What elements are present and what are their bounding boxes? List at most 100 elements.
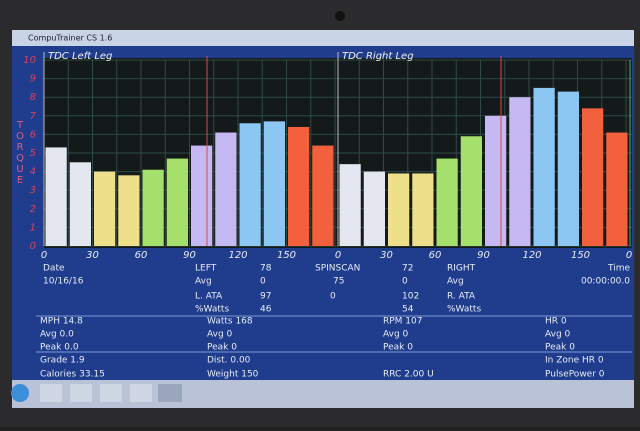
panel-title: TDC Right Leg xyxy=(342,51,414,62)
stat-text: R. ATA xyxy=(447,292,476,302)
y-tick-label: 2 xyxy=(30,204,36,215)
stat-text: %Watts xyxy=(447,305,481,315)
y-axis-letter: T xyxy=(16,120,24,131)
camera xyxy=(335,11,345,21)
stat-text: Watts 168 xyxy=(207,317,253,327)
bar xyxy=(69,162,91,246)
stat-text: 46 xyxy=(260,305,272,315)
y-tick-label: 7 xyxy=(30,111,37,122)
y-tick-label: 10 xyxy=(23,55,36,66)
stat-text: Avg 0 xyxy=(207,330,233,340)
stat-text: 72 xyxy=(402,264,413,274)
taskbar-app[interactable] xyxy=(40,384,62,402)
bar xyxy=(436,158,458,246)
bar xyxy=(45,147,67,246)
x-tick-label: 90 xyxy=(477,250,490,261)
x-tick-label: 0 xyxy=(335,250,341,261)
y-axis-letter: Q xyxy=(16,153,24,164)
title-bar xyxy=(12,30,634,46)
bar xyxy=(412,173,434,246)
bar xyxy=(388,173,410,246)
bar xyxy=(606,132,628,246)
stat-text: 97 xyxy=(260,292,271,302)
taskbar-app[interactable] xyxy=(100,384,122,402)
panel-title: TDC Left Leg xyxy=(48,51,112,62)
bar xyxy=(288,126,310,246)
y-tick-label: 9 xyxy=(30,74,36,85)
bar xyxy=(582,108,604,246)
stat-text: LEFT xyxy=(195,264,217,274)
bar xyxy=(509,97,531,246)
y-axis-letter: E xyxy=(17,175,23,186)
y-tick-label: 8 xyxy=(30,92,36,103)
bar xyxy=(312,145,334,246)
x-tick-label: 120 xyxy=(228,250,247,261)
stat-text: Avg 0 xyxy=(545,330,571,340)
stat-text: L. ATA xyxy=(195,292,223,302)
x-tick-label: 0 xyxy=(41,250,47,261)
y-axis-letter: R xyxy=(17,142,24,153)
stat-text: Avg xyxy=(447,277,464,287)
y-tick-label: 5 xyxy=(30,148,36,159)
x-tick-label: 60 xyxy=(135,250,148,261)
y-tick-label: 4 xyxy=(30,167,36,178)
bar xyxy=(215,132,237,246)
bar xyxy=(460,136,482,246)
bar xyxy=(166,158,188,246)
bar xyxy=(339,164,361,246)
y-tick-label: 6 xyxy=(30,129,36,140)
stat-text: Time xyxy=(607,264,630,274)
bar xyxy=(363,171,385,246)
bar xyxy=(263,121,285,246)
taskbar-app[interactable] xyxy=(158,384,182,402)
stat-text: Date xyxy=(43,264,65,274)
stat-text: Avg 0 xyxy=(383,330,409,340)
stat-text: Weight 150 xyxy=(207,370,259,380)
x-tick-label: 30 xyxy=(380,250,393,261)
window-title: CompuTrainer CS 1.6 xyxy=(28,34,112,43)
start-button[interactable] xyxy=(11,384,29,402)
stat-text: RPM 107 xyxy=(383,317,423,327)
stat-text: RIGHT xyxy=(447,264,476,274)
stat-text: Peak 0 xyxy=(545,343,575,353)
stat-text: 10/16/16 xyxy=(43,277,84,287)
stat-text: SPINSCAN xyxy=(315,264,360,274)
bar xyxy=(118,175,140,246)
x-tick-label: 150 xyxy=(277,250,296,261)
x-tick-label: 0 xyxy=(626,250,632,261)
stat-text: 54 xyxy=(402,305,414,315)
taskbar-app[interactable] xyxy=(130,384,152,402)
stat-text: Dist. 0.00 xyxy=(207,356,251,366)
stat-text: Calories 33.15 xyxy=(40,370,105,380)
stat-text: 75 xyxy=(333,277,344,287)
stat-text: PulsePower 0 xyxy=(545,370,605,380)
bar xyxy=(239,123,261,246)
stat-text: 102 xyxy=(402,292,419,302)
stat-text: 78 xyxy=(260,264,272,274)
stat-text: Peak 0 xyxy=(383,343,413,353)
stat-text: 0 xyxy=(330,292,336,302)
y-tick-label: 3 xyxy=(30,185,36,196)
bar xyxy=(485,115,507,246)
stat-text: 0 xyxy=(402,277,408,287)
taskbar-app[interactable] xyxy=(70,384,92,402)
stat-text: In Zone HR 0 xyxy=(545,356,604,366)
x-tick-label: 90 xyxy=(183,250,196,261)
stat-text: Peak 0.0 xyxy=(40,343,79,353)
stat-text: Avg xyxy=(195,277,212,287)
stat-text: 00:00:00.0 xyxy=(581,277,630,287)
bar xyxy=(557,91,579,247)
y-axis-letter: O xyxy=(16,131,24,142)
stat-text: %Watts xyxy=(195,305,229,315)
y-tick-label: 0 xyxy=(30,241,36,252)
stat-text: 0 xyxy=(260,277,266,287)
stat-text: Grade 1.9 xyxy=(40,356,85,366)
bar xyxy=(191,145,213,246)
x-tick-label: 60 xyxy=(429,250,442,261)
bar xyxy=(94,171,116,246)
stat-text: HR 0 xyxy=(545,317,567,327)
stat-text: RRC 2.00 U xyxy=(383,370,434,380)
y-tick-label: 1 xyxy=(30,222,36,233)
x-tick-label: 120 xyxy=(522,250,541,261)
